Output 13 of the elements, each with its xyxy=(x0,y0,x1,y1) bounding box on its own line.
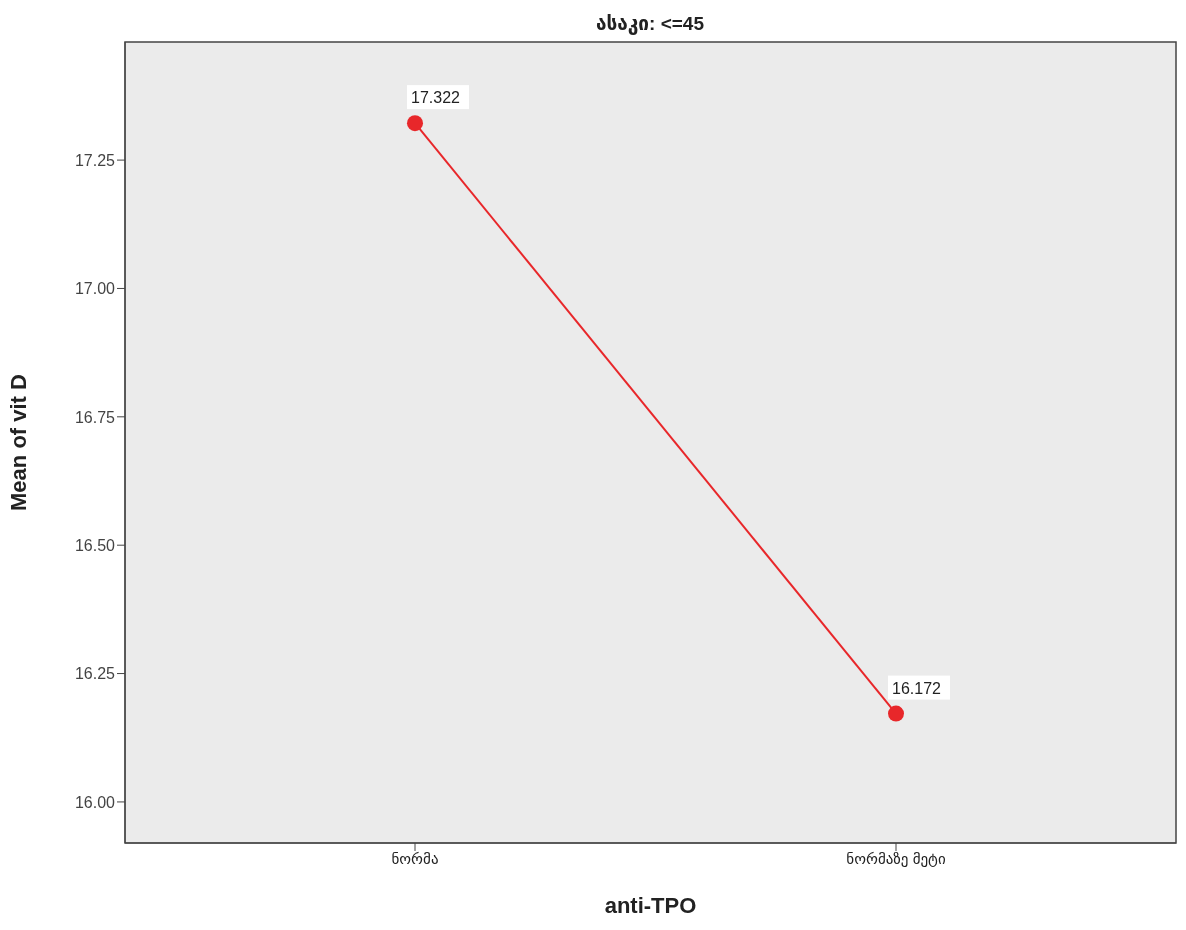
chart-title: ასაკი: <=45 xyxy=(594,12,705,35)
data-label: 16.172 xyxy=(892,679,942,697)
x-axis-title: anti-TPO xyxy=(604,893,697,918)
y-tick-label: 16.50 xyxy=(74,536,116,554)
y-tick-label: 16.75 xyxy=(74,408,116,426)
y-axis-title: Mean of vit D xyxy=(5,374,31,511)
x-tick-label: ნორმაზე მეტი xyxy=(846,849,946,867)
data-label: 17.322 xyxy=(411,89,461,107)
y-tick-label: 16.00 xyxy=(74,793,116,811)
y-tick-label: 16.25 xyxy=(74,665,116,683)
x-tick-label: ნორმა xyxy=(391,849,439,867)
y-tick-label: 17.00 xyxy=(74,280,116,298)
y-tick-label: 17.25 xyxy=(74,151,116,169)
